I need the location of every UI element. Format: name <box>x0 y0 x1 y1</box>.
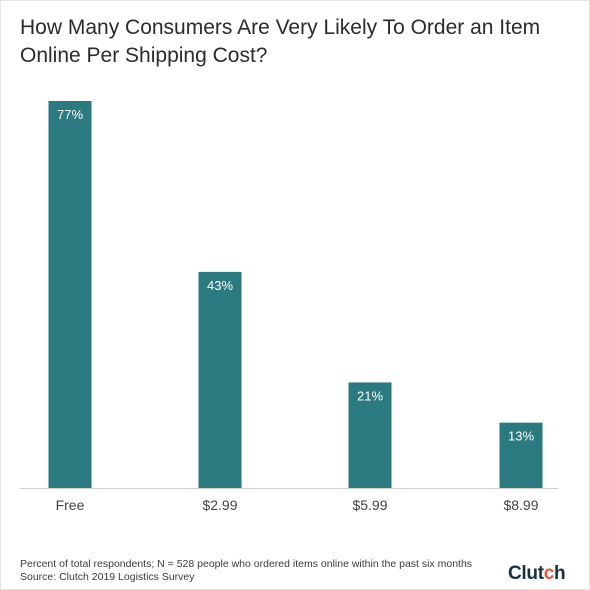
bar-3 <box>499 422 543 488</box>
bar-value-label-3: 13% <box>508 429 534 444</box>
clutch-logo: Clutch <box>508 563 566 585</box>
bar-1 <box>198 271 242 488</box>
footnote-respondents: Percent of total respondents; N = 528 pe… <box>20 558 473 570</box>
x-tick-label-1: $2.99 <box>202 497 237 513</box>
bar-value-label-1: 43% <box>207 278 233 293</box>
x-tick-label-0: Free <box>56 497 85 513</box>
bar-2 <box>348 382 392 488</box>
logo-text-main: Clut <box>508 563 544 584</box>
bar-0 <box>48 101 92 488</box>
x-tick-label-3: $8.99 <box>503 497 538 513</box>
bar-value-label-2: 21% <box>357 388 383 403</box>
logo-text-end: h <box>554 563 566 584</box>
logo-text-accent: c <box>543 563 555 584</box>
chart-title: How Many Consumers Are Very Likely To Or… <box>20 16 541 67</box>
x-tick-label-2: $5.99 <box>352 497 387 513</box>
bar-value-label-0: 77% <box>57 107 83 122</box>
footnote-source: Source: Clutch 2019 Logistics Survey <box>20 571 195 583</box>
